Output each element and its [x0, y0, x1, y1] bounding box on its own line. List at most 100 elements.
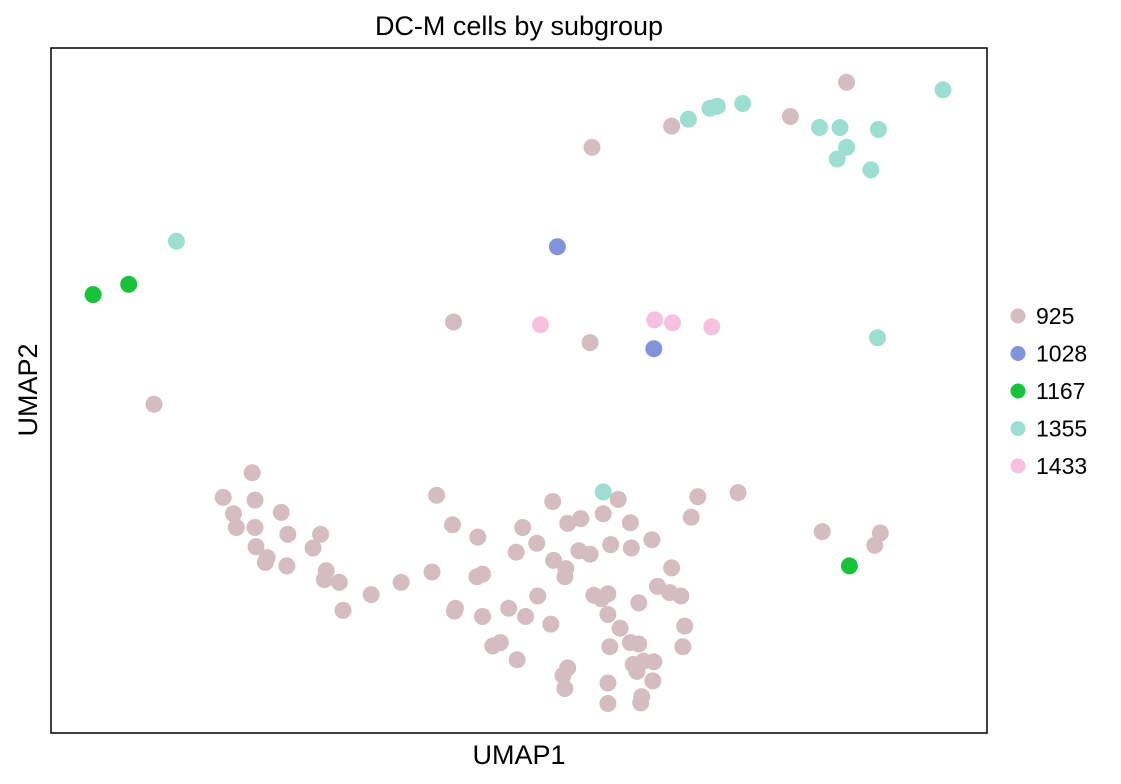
point-925-18 [278, 557, 296, 575]
point-925-81 [624, 656, 642, 673]
point-925-36 [559, 514, 577, 532]
point-925-83 [644, 672, 662, 690]
legend-marker-1433 [1010, 458, 1026, 474]
legend-label-1028: 1028 [1036, 341, 1087, 367]
legend-label-925: 925 [1036, 303, 1074, 329]
point-925-78 [554, 667, 572, 684]
point-925-66 [474, 608, 491, 625]
point-925-65 [445, 602, 463, 620]
chart-title: DC-M cells by subgroup [375, 11, 663, 41]
point-925-52 [663, 559, 681, 577]
point-925-41 [622, 539, 640, 557]
x-axis-label: UMAP1 [472, 740, 565, 770]
point-925-45 [556, 568, 574, 586]
point-925-39 [609, 490, 627, 508]
point-925-3 [583, 138, 601, 156]
point-925-48 [643, 531, 661, 549]
point-925-82 [645, 653, 663, 671]
point-925-7 [243, 464, 261, 482]
point-925-13 [246, 519, 264, 536]
point-925-17 [256, 553, 274, 571]
point-925-67 [542, 615, 560, 633]
point-1355-0 [167, 232, 185, 250]
point-925-35 [544, 493, 562, 510]
y-axis-label: UMAP2 [13, 343, 43, 436]
legend-marker-1028 [1010, 346, 1026, 361]
point-925-29 [469, 528, 487, 546]
point-925-33 [528, 534, 546, 552]
point-925-0 [838, 73, 856, 91]
point-925-26 [423, 563, 441, 581]
point-925-43 [570, 542, 588, 560]
point-925-46 [545, 551, 563, 569]
point-925-5 [581, 334, 599, 352]
point-925-58 [585, 586, 603, 604]
point-1355-10 [862, 161, 880, 179]
point-925-60 [599, 606, 617, 623]
legend-marker-1355 [1010, 421, 1026, 436]
points-layer [84, 73, 952, 712]
point-1433-2 [664, 314, 681, 332]
point-925-92 [866, 536, 884, 554]
legend-marker-925 [1010, 308, 1026, 324]
point-925-40 [621, 514, 639, 532]
point-925-62 [500, 599, 518, 617]
point-925-11 [227, 519, 245, 536]
point-925-4 [445, 313, 462, 331]
point-925-8 [214, 488, 232, 506]
point-1355-12 [869, 329, 886, 347]
point-1355-7 [869, 121, 887, 138]
legend-label-1167: 1167 [1036, 378, 1085, 404]
point-1355-9 [828, 150, 846, 168]
point-1167-1 [120, 275, 138, 293]
point-925-51 [729, 484, 747, 502]
point-925-47 [602, 536, 620, 554]
legend-label-1355: 1355 [1036, 416, 1087, 442]
legend: 925 1028 1167 1355 1433 [1010, 303, 1087, 479]
point-925-75 [484, 637, 502, 655]
point-1355-1 [679, 110, 697, 128]
point-925-49 [682, 508, 700, 526]
point-925-14 [279, 525, 297, 543]
point-925-31 [474, 565, 491, 583]
legend-label-1433: 1433 [1036, 453, 1087, 479]
point-925-25 [392, 573, 410, 591]
point-1355-8 [838, 138, 856, 156]
point-925-38 [594, 505, 612, 523]
point-925-89 [334, 601, 352, 619]
point-925-22 [315, 571, 333, 589]
point-925-20 [304, 539, 322, 557]
legend-marker-1167 [1010, 383, 1026, 399]
point-1355-3 [708, 97, 726, 115]
point-1167-2 [840, 557, 858, 575]
point-925-90 [813, 523, 831, 541]
point-925-55 [672, 587, 690, 605]
point-1028-0 [548, 238, 566, 256]
point-925-9 [246, 491, 264, 509]
point-1355-11 [934, 81, 952, 99]
point-925-1 [781, 108, 799, 125]
point-925-68 [611, 619, 629, 637]
point-925-28 [444, 516, 461, 534]
point-925-23 [330, 573, 348, 591]
point-925-87 [632, 694, 650, 712]
point-925-12 [272, 503, 290, 521]
point-1167-0 [84, 286, 102, 304]
point-1433-1 [646, 311, 664, 329]
point-925-84 [599, 674, 617, 692]
point-1355-6 [831, 119, 849, 136]
point-925-76 [508, 651, 526, 669]
point-1355-13 [594, 483, 612, 501]
plot-frame [50, 47, 988, 734]
point-925-6 [145, 395, 163, 413]
point-925-59 [599, 585, 617, 603]
point-1433-0 [532, 316, 549, 334]
point-925-37 [572, 510, 590, 528]
point-925-24 [362, 586, 380, 604]
point-925-61 [529, 587, 547, 605]
point-925-63 [517, 608, 535, 625]
point-925-88 [599, 695, 617, 712]
point-925-50 [689, 488, 707, 506]
point-925-19 [312, 525, 330, 543]
